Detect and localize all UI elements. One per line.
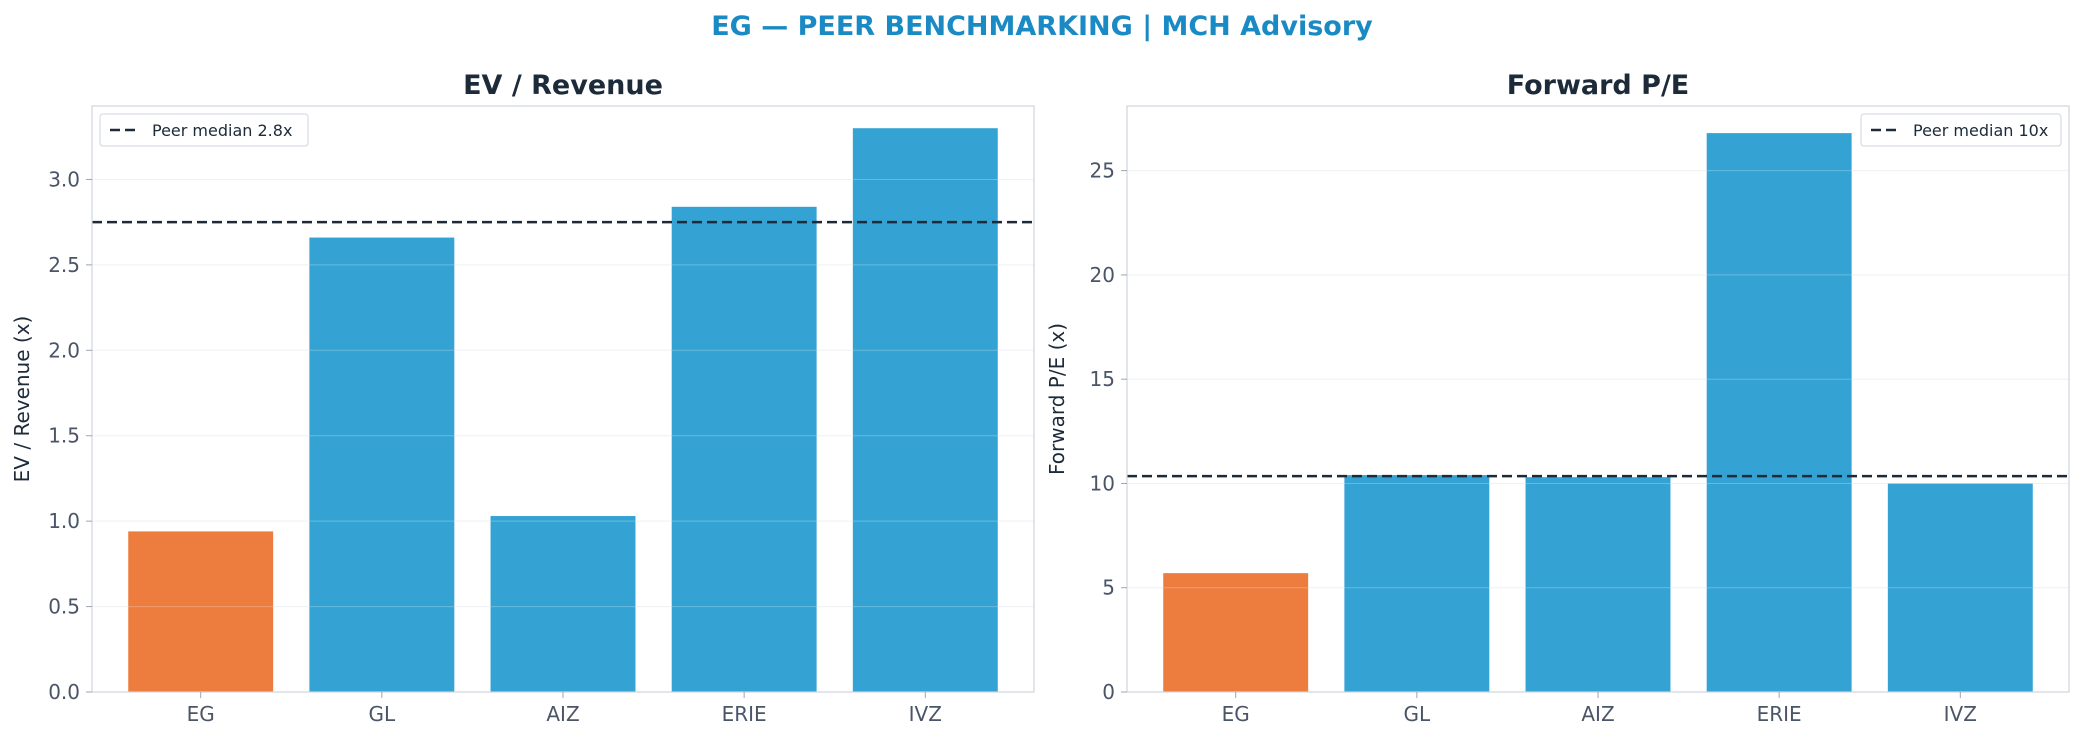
chart-title: EV / Revenue: [463, 70, 663, 101]
bar-ivz: [852, 128, 998, 693]
bar-eg: [128, 531, 274, 692]
y-tick-label: 0.5: [48, 595, 80, 619]
legend-label: Peer median 10x: [1913, 121, 2048, 140]
y-axis-label: Forward P/E (x): [1045, 323, 1069, 475]
bar-aiz: [1525, 477, 1671, 692]
x-tick-label: EG: [187, 702, 215, 726]
y-tick-label: 0.0: [48, 680, 80, 704]
y-tick-label: 20: [1090, 263, 1115, 287]
bar-eg: [1163, 573, 1309, 692]
y-tick-label: 2.0: [48, 338, 80, 362]
legend-box: [99, 113, 309, 147]
chart-ev-revenue: EV / Revenue 0.0 0.5 1.0 1.5 2.0 2.5 3.0 EG GL AIZ…: [10, 70, 1035, 726]
x-tick-label: ERIE: [722, 702, 767, 726]
y-tick-label: 10: [1090, 471, 1115, 495]
x-tick-label: GL: [369, 702, 396, 726]
y-tick-label: 15: [1090, 367, 1115, 391]
x-tick-label: AIZ: [546, 702, 579, 726]
x-tick-label: IVZ: [1944, 702, 1977, 726]
chart-title: Forward P/E: [1507, 70, 1690, 101]
legend-label: Peer median 2.8x: [152, 121, 292, 140]
x-tick-label: EG: [1222, 702, 1250, 726]
y-tick-label: 1.5: [48, 424, 80, 448]
y-axis-label: EV / Revenue (x): [10, 316, 34, 483]
bar-gl: [309, 237, 455, 692]
bar-erie: [671, 206, 817, 692]
y-tick-label: 1.0: [48, 509, 80, 533]
chart-forward-pe: Forward P/E 0 5 10 15 20 25 EG GL AIZ ERIE IVZ Forwa…: [1045, 70, 2070, 726]
bar-gl: [1344, 475, 1490, 692]
x-tick-label: IVZ: [909, 702, 942, 726]
bar-aiz: [490, 516, 636, 692]
figure-title: EG — PEER BENCHMARKING | MCH Advisory: [711, 11, 1373, 42]
x-tick-label: AIZ: [1581, 702, 1614, 726]
legend-box: [1860, 113, 2062, 147]
y-tick-label: 5: [1102, 576, 1115, 600]
legend: Peer median 2.8x: [99, 113, 309, 147]
x-tick-label: GL: [1404, 702, 1431, 726]
x-tick-label: ERIE: [1757, 702, 1802, 726]
y-tick-label: 3.0: [48, 167, 80, 191]
y-tick-label: 25: [1090, 159, 1115, 183]
bar-erie: [1706, 133, 1852, 692]
y-tick-label: 2.5: [48, 253, 80, 277]
y-tick-label: 0: [1102, 680, 1115, 704]
legend: Peer median 10x: [1860, 113, 2062, 147]
bar-ivz: [1887, 483, 2033, 692]
